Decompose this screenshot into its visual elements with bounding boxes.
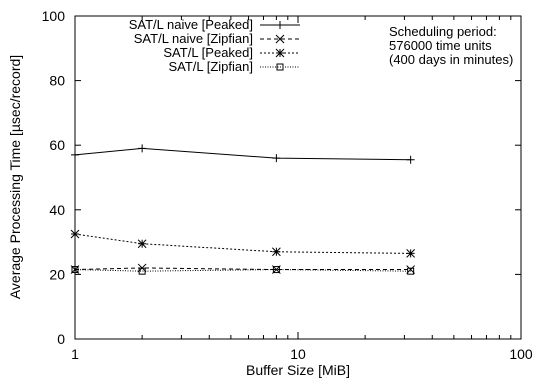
y-tick-label: 100 xyxy=(42,8,66,24)
series-line xyxy=(74,147,411,161)
series-line xyxy=(74,233,411,254)
y-tick-label: 0 xyxy=(57,331,65,347)
y-axis-title: Average Processing Time [µsec/record] xyxy=(7,55,23,299)
data-point xyxy=(272,154,281,163)
series-2 xyxy=(70,263,416,274)
x-axis-title: Buffer Size [MiB] xyxy=(246,362,350,378)
data-point xyxy=(137,239,147,249)
data-point xyxy=(138,144,147,153)
data-point xyxy=(71,266,79,274)
legend-marker xyxy=(276,63,284,71)
legend-label: SAT/L naive [Zipfian] xyxy=(134,31,253,46)
data-point xyxy=(70,229,80,239)
data-point xyxy=(406,155,415,164)
annotation-line-1: Scheduling period: xyxy=(389,24,497,39)
legend-label: SAT/L naive [Peaked] xyxy=(129,17,253,32)
data-point xyxy=(138,267,146,275)
data-point xyxy=(272,266,280,274)
series-1 xyxy=(71,144,415,164)
y-tick-label: 40 xyxy=(49,202,65,218)
annotation-line-2: 576000 time units xyxy=(389,38,492,53)
data-point xyxy=(272,247,281,257)
legend-label: SAT/L [Zipfian] xyxy=(168,59,253,74)
data-point xyxy=(406,249,416,258)
series-line xyxy=(74,269,411,272)
x-tick-label: 10 xyxy=(290,346,306,362)
series-line xyxy=(74,267,411,271)
x-tick-label: 1 xyxy=(71,346,79,362)
series-4 xyxy=(71,266,415,275)
annotation-line-3: (400 days in minutes) xyxy=(389,52,513,67)
legend-marker xyxy=(275,34,285,44)
data-point xyxy=(71,150,79,159)
series-3 xyxy=(70,229,416,258)
legend-marker xyxy=(276,21,284,29)
legend-marker xyxy=(275,48,285,58)
x-tick-label: 100 xyxy=(509,346,533,362)
y-tick-label: 80 xyxy=(49,73,65,89)
legend-label: SAT/L [Peaked] xyxy=(163,45,253,60)
data-point xyxy=(407,267,415,275)
y-tick-label: 20 xyxy=(49,266,65,282)
y-tick-label: 60 xyxy=(49,137,65,153)
